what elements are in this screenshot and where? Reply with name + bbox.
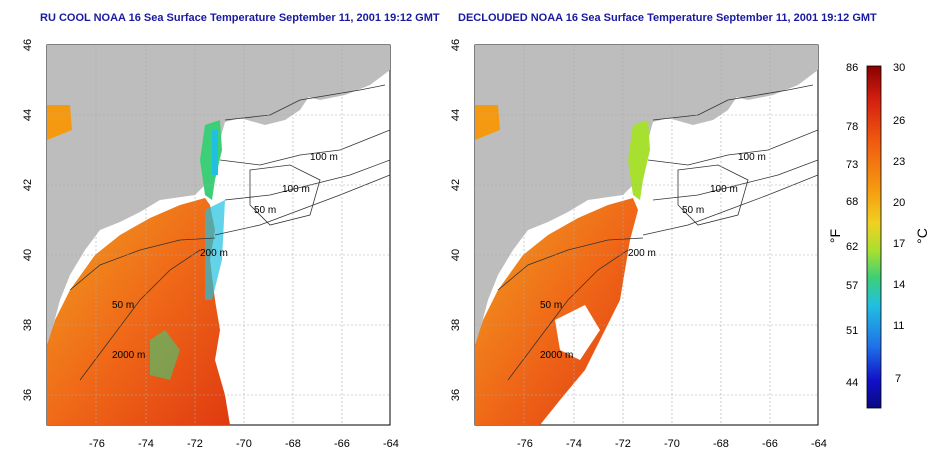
fahrenheit-label: °F [827,228,844,244]
contour-label: 100 m [310,152,338,163]
fahrenheit-tick: 78 [846,121,859,133]
fahrenheit-tick: 73 [846,159,859,171]
celsius-label: °C [913,228,930,244]
contour-label: 100 m [738,152,766,163]
contour-label: 200 m [628,248,656,259]
contour-label: 2000 m [112,350,146,361]
fahrenheit-tick: 68 [846,196,859,208]
celsius-tick: 30 [893,62,906,74]
left-bathymetry-contours [69,84,390,381]
celsius-tick: 20 [893,197,906,209]
y-tick: 38 [22,318,35,332]
fahrenheit-tick: 57 [846,280,859,292]
land-area [475,45,818,345]
y-tick: 36 [450,388,463,402]
x-tick: -64 [811,438,827,450]
sst-field [475,198,638,425]
contour-label: 100 m [282,184,310,195]
cold-strip [628,120,650,200]
fahrenheit-tick: 62 [846,241,859,253]
x-tick: -70 [236,438,252,450]
contour-label: 2000 m [540,350,574,361]
left-panel-title: RU COOL NOAA 16 Sea Surface Temperature … [40,12,440,24]
celsius-tick: 23 [893,156,906,168]
y-tick: 42 [22,178,35,192]
contour-label: 100 m [710,184,738,195]
land-area [47,45,390,345]
y-tick: 46 [450,38,463,52]
celsius-tick: 17 [893,238,906,250]
contour-label: 50 m [540,300,563,311]
nova-scotia [300,62,390,100]
y-tick: 44 [450,108,463,122]
celsius-tick: 14 [893,279,906,291]
x-tick: -66 [762,438,778,450]
contour-label: 200 m [200,248,228,259]
nova-scotia [728,62,818,100]
fahrenheit-tick: 86 [846,62,859,74]
contour-label: 50 m [112,300,135,311]
x-tick: -76 [89,438,105,450]
x-tick: -76 [517,438,533,450]
y-tick: 38 [450,318,463,332]
x-tick: -66 [334,438,350,450]
right-panel-title: DECLOUDED NOAA 16 Sea Surface Temperatur… [458,12,877,24]
y-tick: 40 [22,248,35,262]
y-tick: 36 [22,388,35,402]
contour-label: 50 m [254,205,277,216]
celsius-tick: 7 [895,373,902,385]
y-tick: 42 [450,178,463,192]
contour-label: 50 m [682,205,705,216]
fahrenheit-tick: 44 [846,377,859,389]
x-tick: -64 [383,438,399,450]
x-tick: -70 [664,438,680,450]
x-tick: -74 [566,438,582,450]
x-tick: -74 [138,438,154,450]
right-map [474,44,819,426]
left-map [46,44,391,426]
celsius-tick: 26 [893,115,906,127]
celsius-tick: 11 [893,320,905,332]
y-tick: 44 [22,108,35,122]
y-tick: 40 [450,248,463,262]
x-tick: -68 [285,438,301,450]
y-tick: 46 [22,38,35,52]
x-tick: -72 [187,438,203,450]
x-tick: -72 [615,438,631,450]
x-tick: -68 [713,438,729,450]
right-bathymetry-contours [497,84,818,381]
colorbar [866,65,882,409]
fahrenheit-tick: 51 [846,325,859,337]
